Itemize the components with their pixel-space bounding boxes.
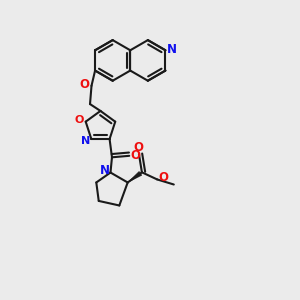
Text: O: O bbox=[74, 115, 84, 125]
Text: O: O bbox=[158, 171, 168, 184]
Text: N: N bbox=[167, 43, 177, 56]
Polygon shape bbox=[128, 171, 142, 182]
Text: O: O bbox=[79, 78, 89, 92]
Text: N: N bbox=[81, 136, 90, 146]
Text: O: O bbox=[131, 149, 141, 162]
Text: O: O bbox=[133, 141, 143, 154]
Text: N: N bbox=[100, 164, 110, 177]
